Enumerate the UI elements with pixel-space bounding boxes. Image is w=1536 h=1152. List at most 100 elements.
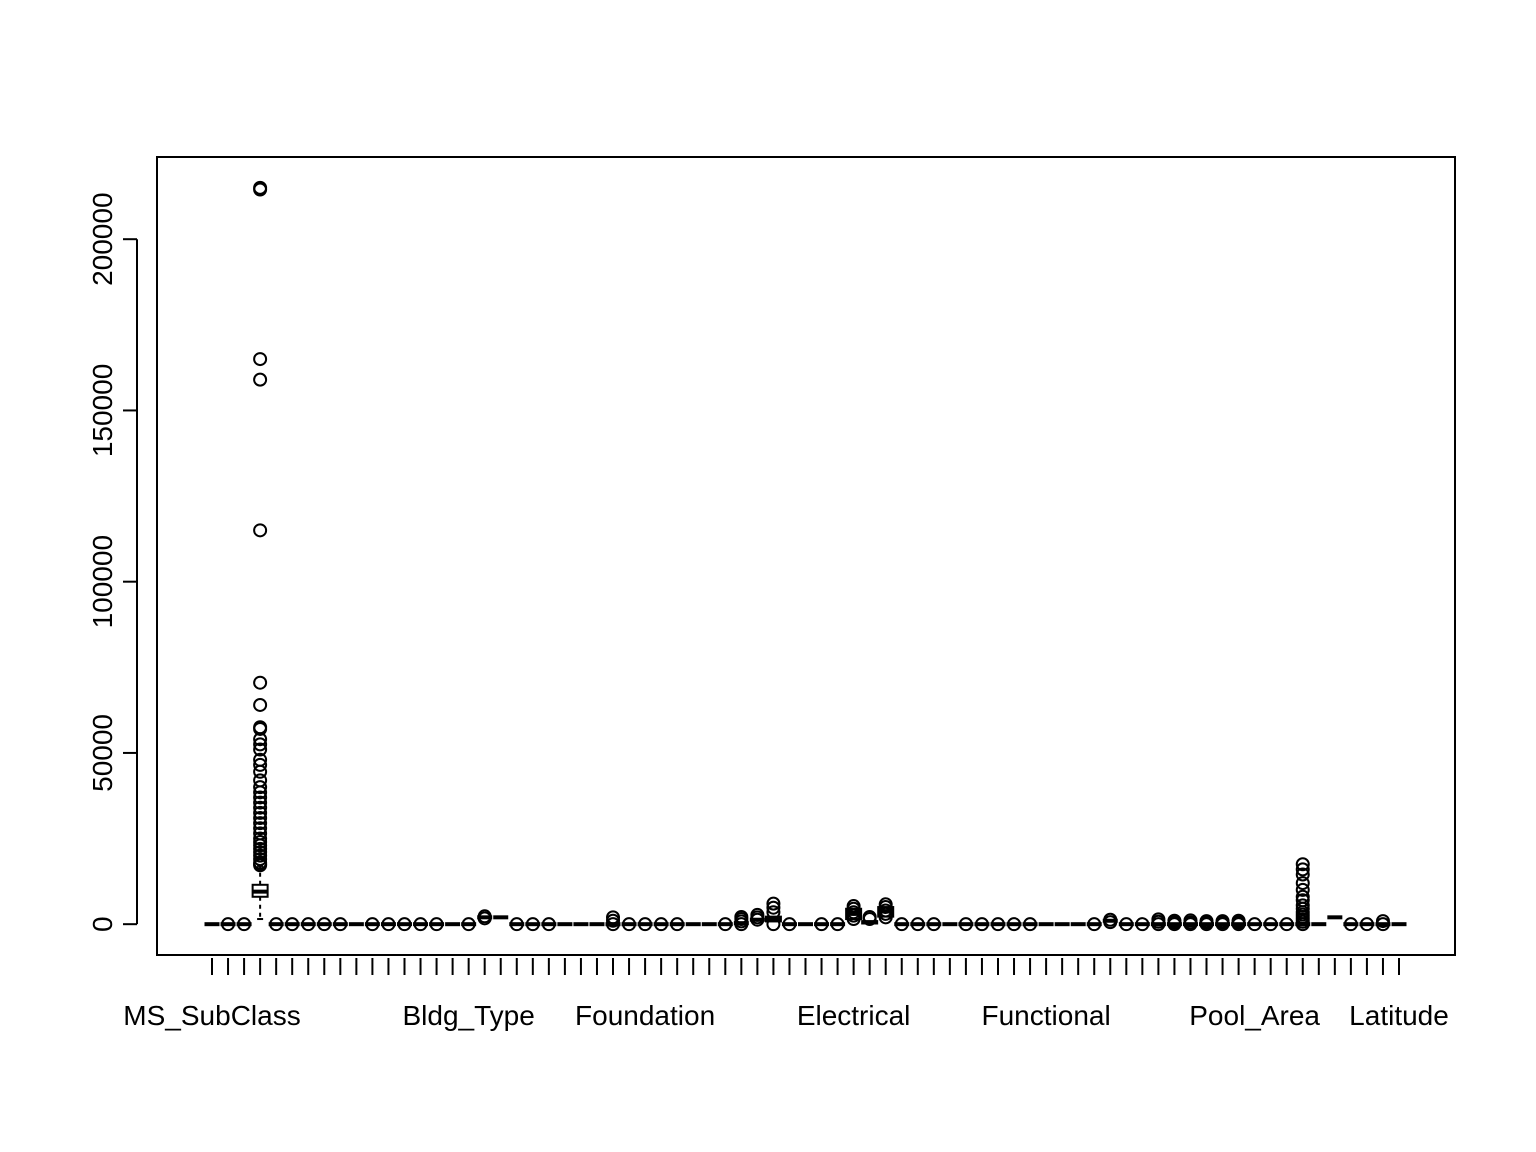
outlier-point	[253, 805, 268, 820]
x-tick-label: Pool_Area	[1189, 1000, 1320, 1031]
outlier-point	[606, 910, 621, 925]
box-series	[396, 917, 412, 932]
outlier-point	[301, 917, 316, 932]
box-series	[830, 917, 846, 932]
outlier-point	[381, 917, 396, 932]
box-series	[1247, 917, 1263, 932]
box-series	[220, 917, 236, 932]
outlier-point	[253, 182, 268, 197]
outlier-point	[253, 811, 268, 826]
outlier-point	[1135, 917, 1150, 932]
outlier-point	[525, 917, 540, 932]
box-series	[1102, 912, 1118, 930]
box-series	[461, 917, 477, 932]
outlier-point	[1295, 882, 1310, 897]
outlier-point	[1279, 917, 1294, 932]
box-series	[861, 909, 879, 927]
y-tick-label: 0	[87, 916, 118, 932]
outlier-point	[734, 909, 749, 924]
box-series	[845, 899, 863, 927]
box-series	[894, 917, 910, 932]
outlier-point	[910, 917, 925, 932]
box-series	[605, 910, 621, 932]
outlier-point	[1295, 857, 1310, 872]
box-series	[669, 917, 685, 932]
box-series	[541, 917, 557, 932]
box-series	[1022, 917, 1038, 932]
outlier-point	[253, 675, 268, 690]
box-series	[1343, 917, 1359, 932]
plot-frame	[156, 156, 1456, 956]
outlier-point	[1263, 917, 1278, 932]
box-series	[364, 917, 380, 932]
outlier-point	[253, 697, 268, 712]
outlier-point	[1359, 917, 1374, 932]
box-series	[1359, 917, 1375, 932]
box-series	[1231, 913, 1247, 932]
outlier-point	[1375, 914, 1390, 929]
outlier-point	[654, 917, 669, 932]
box-series	[284, 917, 300, 932]
outlier-point	[253, 764, 268, 779]
outlier-point	[333, 917, 348, 932]
box-series	[958, 917, 974, 932]
outlier-point	[766, 905, 781, 920]
box-series	[1199, 914, 1215, 932]
outlier-point	[253, 800, 268, 815]
outlier-point	[253, 816, 268, 831]
outlier-point	[718, 917, 733, 932]
box-series	[429, 917, 445, 932]
outlier-point	[253, 790, 268, 805]
outlier-point	[862, 909, 877, 924]
outlier-point	[253, 742, 268, 757]
outlier-point	[1295, 889, 1310, 904]
outlier-point	[461, 917, 476, 932]
outlier-point	[1295, 862, 1310, 877]
outlier-point	[253, 858, 268, 873]
x-tick-label: MS_SubClass	[123, 1000, 300, 1031]
outlier-point	[670, 917, 685, 932]
outlier-point	[253, 732, 268, 747]
outlier-point	[1103, 915, 1118, 930]
box-series	[1086, 917, 1102, 932]
x-tick-label: Electrical	[797, 1000, 911, 1031]
outlier-point	[509, 917, 524, 932]
box-series	[477, 909, 493, 926]
outlier-point	[429, 917, 444, 932]
outlier-point	[638, 917, 653, 932]
x-tick-label: Latitude	[1349, 1000, 1449, 1031]
box-series	[1166, 913, 1182, 932]
box-series	[1263, 917, 1279, 932]
outlier-point	[541, 917, 556, 932]
box-series	[910, 917, 926, 932]
outlier-point	[1007, 917, 1022, 932]
outlier-point	[750, 907, 765, 922]
outlier-point	[622, 917, 637, 932]
outlier-point	[253, 352, 268, 367]
box-series	[380, 917, 396, 932]
outlier-point	[782, 917, 797, 932]
outlier-point	[237, 917, 252, 932]
box-series	[764, 896, 782, 932]
outlier-point	[477, 909, 492, 924]
outlier-point	[253, 780, 268, 795]
outlier-point	[766, 900, 781, 915]
y-axis: 0 50000 100000 150000 200000	[87, 192, 138, 932]
outlier-point	[221, 917, 236, 932]
box-series	[733, 909, 749, 932]
outlier-point	[1247, 917, 1262, 932]
box-series	[236, 917, 252, 932]
box-series	[1295, 857, 1311, 932]
box-series	[990, 917, 1006, 932]
outlier-point	[413, 917, 428, 932]
box-series	[781, 917, 797, 932]
box-series	[1279, 917, 1295, 932]
box-series	[653, 917, 669, 932]
box-series	[1375, 914, 1391, 932]
box-series-group	[204, 180, 1407, 932]
outlier-point	[1295, 898, 1310, 913]
box-series	[974, 917, 990, 932]
box-series	[1182, 913, 1198, 932]
outlier-point	[1231, 913, 1246, 928]
